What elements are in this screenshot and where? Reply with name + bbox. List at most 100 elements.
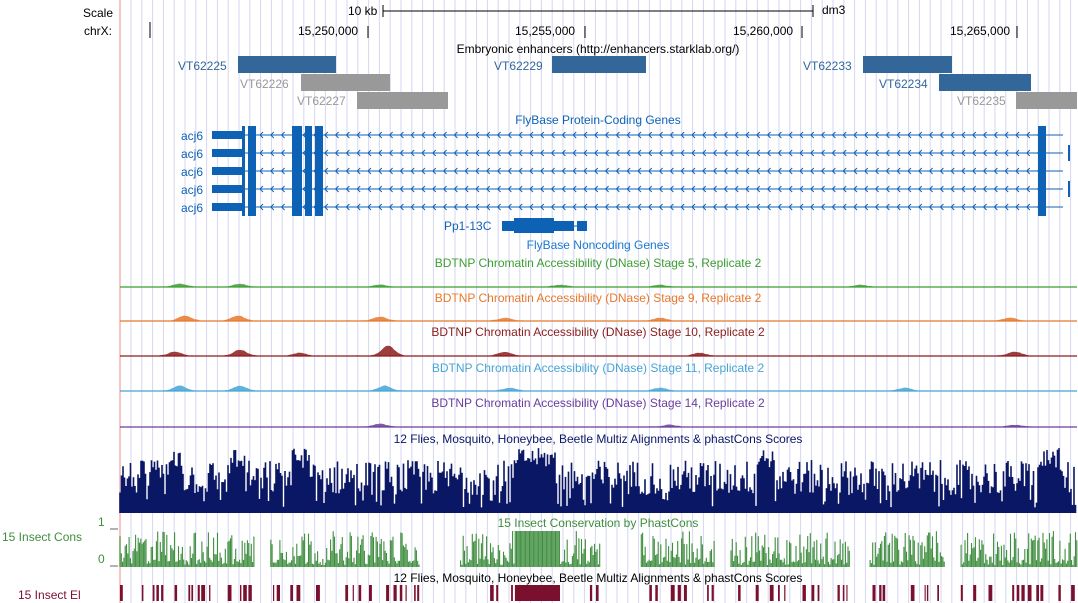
dnase-signal	[120, 315, 1077, 321]
enhancers-track-title[interactable]: Embryonic enhancers (http://enhancers.st…	[456, 42, 740, 56]
strand-arrow	[928, 185, 933, 193]
strand-arrow	[864, 149, 869, 157]
strand-arrow	[853, 167, 858, 175]
strand-arrow	[961, 167, 966, 175]
dnase-track-title[interactable]: BDTNP Chromatin Accessibility (DNase) St…	[431, 361, 765, 375]
strand-arrow	[259, 167, 264, 175]
strand-arrow	[410, 131, 415, 139]
strand-arrow	[453, 131, 458, 139]
protein-genes-track-title[interactable]: FlyBase Protein-Coding Genes	[515, 113, 681, 127]
enhancer-label[interactable]: VT62235	[957, 94, 1006, 108]
strand-arrow	[388, 131, 393, 139]
strand-arrow	[561, 167, 566, 175]
conserved-element	[227, 585, 232, 601]
strand-arrow	[982, 185, 987, 193]
strand-arrow	[518, 185, 523, 193]
strand-arrow	[756, 167, 761, 175]
strand-arrow	[475, 185, 480, 193]
enhancer-label[interactable]: VT62234	[879, 77, 928, 91]
dnase-track-title[interactable]: BDTNP Chromatin Accessibility (DNase) St…	[431, 396, 765, 410]
gene-label[interactable]: acj6	[181, 147, 204, 161]
strand-arrow	[356, 131, 361, 139]
strand-arrow	[939, 167, 944, 175]
strand-arrow	[334, 167, 339, 175]
strand-arrow	[378, 203, 383, 211]
gene-utr	[212, 149, 242, 157]
strand-arrow	[637, 185, 642, 193]
strand-arrow	[745, 131, 750, 139]
gene-exon	[305, 198, 312, 216]
strand-arrow	[745, 185, 750, 193]
multiz-histogram	[119, 448, 1077, 513]
strand-arrow	[604, 203, 609, 211]
enhancer-label[interactable]: VT62227	[297, 94, 346, 108]
conserved-element	[358, 585, 362, 601]
strand-arrow	[810, 203, 815, 211]
conserved-element	[846, 585, 848, 601]
strand-arrow	[864, 131, 869, 139]
conserved-element	[837, 585, 840, 601]
conserved-element	[649, 585, 652, 601]
elements-track-title[interactable]: 12 Flies, Mosquito, Honeybee, Beetle Mul…	[393, 571, 803, 585]
strand-arrow	[540, 185, 545, 193]
strand-arrow	[842, 131, 847, 139]
conserved-element	[240, 585, 242, 601]
enhancer-label[interactable]: VT62229	[494, 59, 543, 73]
enhancer-label[interactable]: VT62225	[178, 59, 227, 73]
gene-exon	[1068, 181, 1070, 197]
phastcons-side-label[interactable]: 15 Insect Cons	[2, 530, 83, 544]
strand-arrow	[831, 167, 836, 175]
conserved-element	[273, 585, 275, 601]
gene-exon	[292, 180, 302, 198]
multiz-track-title[interactable]: 12 Flies, Mosquito, Honeybee, Beetle Mul…	[393, 432, 803, 446]
strand-arrow	[842, 149, 847, 157]
strand-arrow	[896, 203, 901, 211]
strand-arrow	[615, 149, 620, 157]
conserved-element	[707, 585, 709, 601]
strand-arrow	[680, 167, 685, 175]
strand-arrow	[367, 167, 372, 175]
noncoding-gene-label[interactable]: Pp1-13C	[444, 219, 492, 233]
strand-arrow	[723, 185, 728, 193]
strand-arrow	[1004, 131, 1009, 139]
conserved-element	[201, 585, 206, 601]
gene-label[interactable]: acj6	[181, 183, 204, 197]
gene-exon	[315, 126, 323, 144]
strand-arrow	[648, 203, 653, 211]
conserved-element	[296, 585, 301, 601]
dnase-track-title[interactable]: BDTNP Chromatin Accessibility (DNase) St…	[434, 291, 762, 305]
dnase-track-title[interactable]: BDTNP Chromatin Accessibility (DNase) St…	[431, 325, 765, 339]
elements-side-label[interactable]: 15 Insect El	[18, 588, 81, 602]
strand-arrow	[356, 149, 361, 157]
gene-label[interactable]: acj6	[181, 165, 204, 179]
gene-label[interactable]: acj6	[181, 201, 204, 215]
strand-arrow	[604, 185, 609, 193]
strand-arrow	[604, 167, 609, 175]
strand-arrow	[691, 149, 696, 157]
strand-arrow	[691, 167, 696, 175]
gene-label[interactable]: acj6	[181, 129, 204, 143]
noncoding-exon	[577, 221, 587, 231]
enhancer-label[interactable]: VT62233	[803, 59, 852, 73]
strand-arrow	[874, 131, 879, 139]
phastcons-track-title[interactable]: 15 Insect Conservation by PhastCons	[497, 516, 699, 530]
scale-bar-text: 10 kb	[348, 4, 378, 18]
strand-arrow	[280, 149, 285, 157]
conserved-element	[655, 585, 658, 601]
strand-arrow	[345, 149, 350, 157]
strand-arrow	[475, 203, 480, 211]
noncoding-exon	[554, 221, 574, 231]
strand-arrow	[896, 149, 901, 157]
strand-arrow	[842, 167, 847, 175]
dnase-track-title[interactable]: BDTNP Chromatin Accessibility (DNase) St…	[434, 256, 762, 270]
gene-exon	[248, 144, 256, 162]
strand-arrow	[658, 131, 663, 139]
gene-exon	[248, 162, 256, 180]
strand-arrow	[734, 203, 739, 211]
strand-arrow	[464, 185, 469, 193]
noncoding-genes-track-title[interactable]: FlyBase Noncoding Genes	[526, 238, 670, 252]
conserved-element	[399, 585, 403, 601]
enhancer-label[interactable]: VT62226	[240, 77, 289, 91]
